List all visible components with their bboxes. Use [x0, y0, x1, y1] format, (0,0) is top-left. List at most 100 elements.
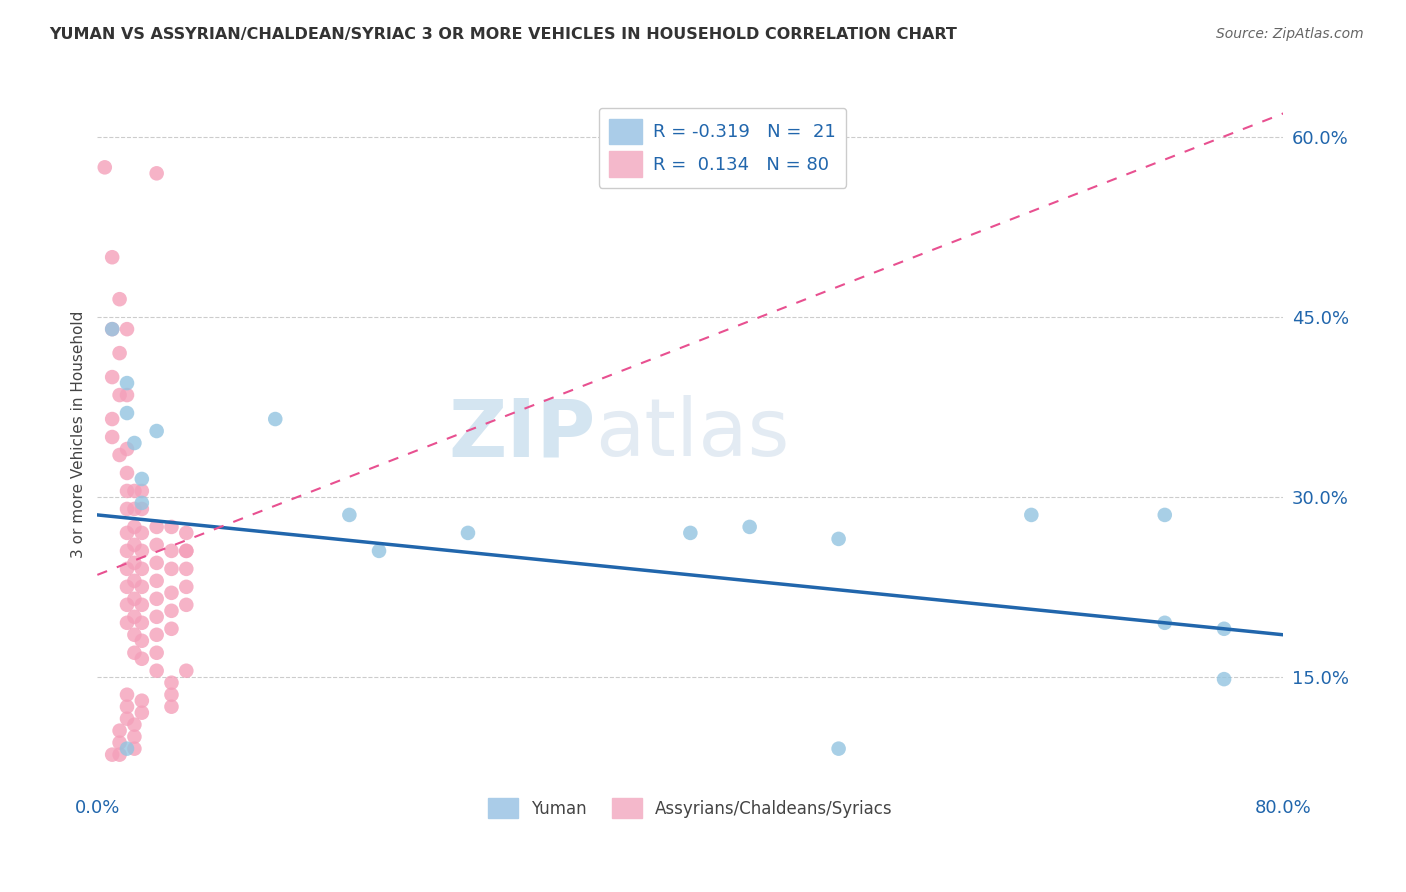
Point — [124, 574, 146, 588]
Text: ZIP: ZIP — [449, 395, 596, 473]
Legend: Yuman, Assyrians/Chaldeans/Syriacs: Yuman, Assyrians/Chaldeans/Syriacs — [481, 791, 900, 825]
Point — [115, 562, 138, 576]
Point — [176, 544, 198, 558]
Point — [145, 646, 167, 660]
Point — [108, 388, 131, 402]
Point — [145, 538, 167, 552]
Point — [115, 688, 138, 702]
Point — [108, 736, 131, 750]
Point — [679, 525, 702, 540]
Point — [131, 483, 153, 498]
Point — [1153, 508, 1175, 522]
Point — [115, 741, 138, 756]
Point — [124, 591, 146, 606]
Point — [101, 430, 124, 444]
Point — [457, 525, 479, 540]
Point — [124, 646, 146, 660]
Point — [145, 591, 167, 606]
Point — [108, 346, 131, 360]
Point — [101, 322, 124, 336]
Point — [176, 580, 198, 594]
Point — [131, 544, 153, 558]
Point — [1213, 622, 1236, 636]
Point — [124, 609, 146, 624]
Point — [115, 388, 138, 402]
Text: YUMAN VS ASSYRIAN/CHALDEAN/SYRIAC 3 OR MORE VEHICLES IN HOUSEHOLD CORRELATION CH: YUMAN VS ASSYRIAN/CHALDEAN/SYRIAC 3 OR M… — [49, 27, 957, 42]
Point — [124, 538, 146, 552]
Point — [124, 520, 146, 534]
Point — [131, 706, 153, 720]
Point — [124, 730, 146, 744]
Point — [131, 502, 153, 516]
Point — [160, 544, 183, 558]
Point — [131, 615, 153, 630]
Point — [108, 448, 131, 462]
Point — [101, 412, 124, 426]
Point — [738, 520, 761, 534]
Point — [124, 483, 146, 498]
Point — [1021, 508, 1043, 522]
Point — [131, 633, 153, 648]
Point — [124, 628, 146, 642]
Point — [176, 544, 198, 558]
Point — [101, 250, 124, 264]
Point — [94, 161, 117, 175]
Point — [176, 664, 198, 678]
Point — [160, 622, 183, 636]
Point — [131, 472, 153, 486]
Point — [145, 166, 167, 180]
Point — [115, 322, 138, 336]
Point — [145, 556, 167, 570]
Point — [827, 532, 849, 546]
Point — [131, 562, 153, 576]
Point — [115, 525, 138, 540]
Point — [145, 628, 167, 642]
Point — [131, 580, 153, 594]
Point — [108, 723, 131, 738]
Point — [160, 520, 183, 534]
Point — [131, 652, 153, 666]
Point — [115, 712, 138, 726]
Point — [115, 483, 138, 498]
Point — [124, 717, 146, 731]
Point — [1153, 615, 1175, 630]
Point — [160, 586, 183, 600]
Point — [124, 741, 146, 756]
Text: Source: ZipAtlas.com: Source: ZipAtlas.com — [1216, 27, 1364, 41]
Point — [115, 699, 138, 714]
Point — [101, 747, 124, 762]
Point — [176, 598, 198, 612]
Point — [108, 292, 131, 306]
Point — [108, 747, 131, 762]
Point — [176, 525, 198, 540]
Point — [124, 502, 146, 516]
Point — [131, 525, 153, 540]
Point — [115, 442, 138, 456]
Point — [145, 574, 167, 588]
Point — [145, 664, 167, 678]
Point — [101, 322, 124, 336]
Text: atlas: atlas — [596, 395, 790, 473]
Point — [115, 406, 138, 420]
Point — [131, 598, 153, 612]
Point — [160, 562, 183, 576]
Y-axis label: 3 or more Vehicles in Household: 3 or more Vehicles in Household — [72, 310, 86, 558]
Point — [124, 436, 146, 450]
Point — [176, 562, 198, 576]
Point — [160, 604, 183, 618]
Point — [115, 544, 138, 558]
Point — [115, 580, 138, 594]
Point — [337, 508, 360, 522]
Point — [145, 609, 167, 624]
Point — [368, 544, 391, 558]
Point — [115, 502, 138, 516]
Point — [115, 466, 138, 480]
Point — [160, 688, 183, 702]
Point — [145, 424, 167, 438]
Point — [101, 370, 124, 384]
Point — [160, 699, 183, 714]
Point — [264, 412, 287, 426]
Point — [160, 675, 183, 690]
Point — [131, 694, 153, 708]
Point — [131, 496, 153, 510]
